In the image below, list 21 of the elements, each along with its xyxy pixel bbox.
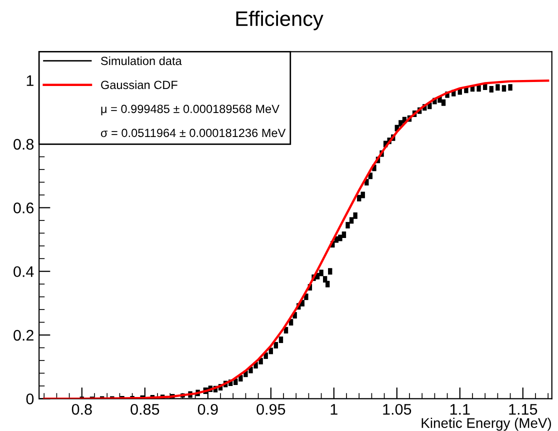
annotation: μ = 0.999485 ± 0.000189568 MeV: [101, 104, 280, 116]
chart-title: Efficiency: [236, 10, 324, 30]
x-tick-label: 0.95: [256, 404, 286, 415]
line-series: [42, 80, 550, 399]
x-axis-title: Kinetic Energy (MeV): [422, 418, 552, 431]
x-tick-label: 0.8: [72, 404, 92, 415]
y-tick-label: 0: [26, 394, 34, 404]
y-tick-label: 1: [26, 75, 34, 86]
y-tick-label: 0.4: [14, 266, 34, 278]
x-tick-label: 1.15: [509, 404, 538, 415]
annotation: σ = 0.0511964 ± 0.000181236 MeV: [100, 128, 286, 138]
x-tick-label: 1.05: [383, 404, 412, 415]
legend-label: Gaussian CDF: [101, 80, 178, 90]
y-tick-label: 0.2: [14, 330, 34, 341]
y-tick-label: 0.8: [14, 138, 34, 150]
x-tick-label: 1.1: [450, 404, 470, 415]
y-tick-label: 0.6: [14, 202, 34, 214]
x-tick-label: 1: [330, 404, 338, 415]
x-tick-label: 0.85: [130, 404, 160, 415]
legend-label: Simulation data: [100, 56, 182, 66]
x-tick-label: 0.9: [198, 404, 218, 415]
